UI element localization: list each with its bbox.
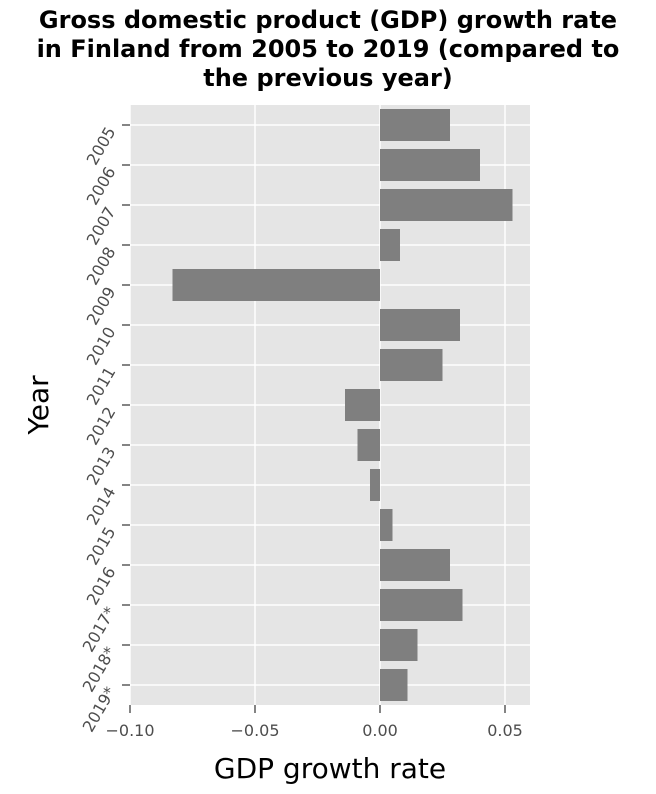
bars bbox=[172, 109, 513, 701]
bar-2013 bbox=[357, 429, 380, 461]
chart-title-line-1: Gross domestic product (GDP) growth rate bbox=[38, 6, 618, 34]
chart-title-line-2: in Finland from 2005 to 2019 (compared t… bbox=[36, 35, 620, 63]
y-tick-label: 2013 bbox=[83, 444, 120, 489]
chart-title: Gross domestic product (GDP) growth rate… bbox=[0, 6, 656, 93]
bar-2006 bbox=[380, 149, 480, 181]
bar-2014 bbox=[370, 469, 380, 501]
bar-2018-est bbox=[380, 629, 418, 661]
x-axis-title: GDP growth rate bbox=[214, 752, 446, 785]
chart-title-line-3: the previous year) bbox=[203, 64, 453, 92]
bar-2011 bbox=[380, 349, 443, 381]
y-tick-label: 2018* bbox=[79, 644, 120, 696]
y-tick-label: 2017* bbox=[79, 604, 120, 656]
y-tick-label: 2012 bbox=[83, 404, 120, 449]
x-tick-label: −0.10 bbox=[105, 721, 154, 740]
y-tick-label: 2011 bbox=[83, 364, 120, 409]
y-tick-label: 2007 bbox=[83, 204, 120, 249]
x-axis: −0.10 −0.05 0.00 0.05 bbox=[105, 705, 523, 740]
x-tick-label: 0.00 bbox=[362, 721, 398, 740]
bar-2015 bbox=[380, 509, 393, 541]
y-tick-label: 2010 bbox=[83, 324, 120, 369]
bar-2009 bbox=[172, 269, 380, 301]
bar-2019-est bbox=[380, 669, 408, 701]
bar-2005 bbox=[380, 109, 450, 141]
bar-2008 bbox=[380, 229, 400, 261]
y-axis-title: Year bbox=[22, 375, 55, 436]
y-tick-label: 2016 bbox=[83, 564, 120, 609]
y-tick-label: 2015 bbox=[83, 524, 120, 569]
y-tick-label: 2014 bbox=[83, 484, 120, 529]
y-tick-label: 2005 bbox=[83, 124, 120, 169]
bar-2010 bbox=[380, 309, 460, 341]
bar-2007 bbox=[380, 189, 513, 221]
y-tick-label: 2006 bbox=[83, 164, 120, 209]
x-tick-label: 0.05 bbox=[487, 721, 523, 740]
x-tick-label: −0.05 bbox=[230, 721, 279, 740]
y-axis: 2005200620072008200920102011201220132014… bbox=[79, 124, 130, 735]
bar-2012 bbox=[345, 389, 380, 421]
y-tick-label: 2009 bbox=[83, 284, 120, 329]
bar-2016 bbox=[380, 549, 450, 581]
y-tick-label: 2008 bbox=[83, 244, 120, 289]
bar-2017-est bbox=[380, 589, 463, 621]
